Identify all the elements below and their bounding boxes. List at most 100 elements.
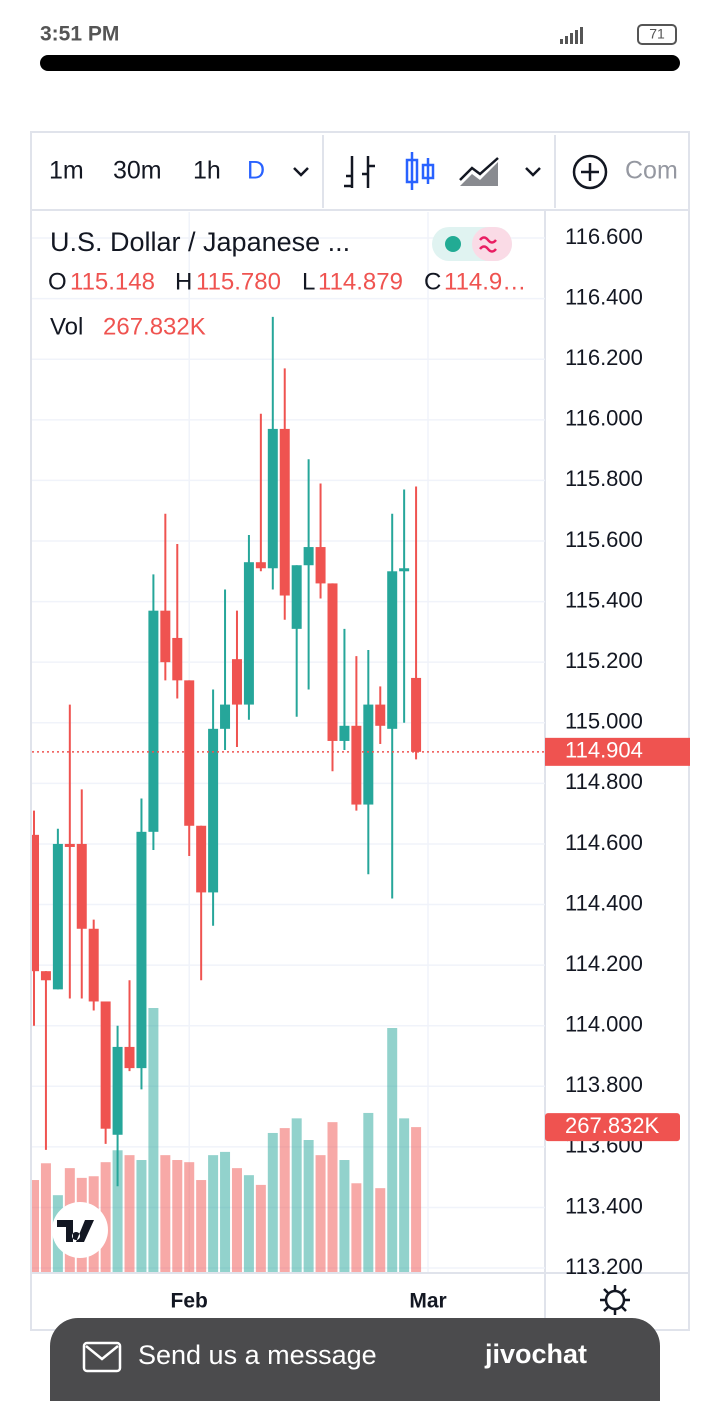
candle-body <box>327 583 338 741</box>
ohlc-legend: O 115.148 H 115.780 L 114.879 C 114.9… <box>48 268 526 295</box>
style-dropdown[interactable] <box>525 167 541 177</box>
candle-body <box>64 843 75 847</box>
candle-body <box>40 971 51 981</box>
volume-bar <box>124 1155 135 1272</box>
candle-body <box>148 610 159 832</box>
candle-body <box>196 825 207 893</box>
ohlc-label: L <box>302 268 315 295</box>
volume-bar <box>291 1118 302 1272</box>
y-tick-label: 114.600 <box>565 830 643 855</box>
toolbar: 1m 30m 1h D Com <box>49 135 678 208</box>
volume-tag <box>545 1113 680 1142</box>
candle-body <box>160 610 171 663</box>
candle-body <box>231 659 242 705</box>
volume-bar <box>220 1151 231 1272</box>
volume-bar <box>315 1155 326 1272</box>
candle-body <box>112 1046 123 1135</box>
volume-bar <box>267 1132 278 1272</box>
candle-body <box>172 637 183 681</box>
candle-body <box>303 547 314 566</box>
volume-bar <box>32 1180 39 1272</box>
volume-bar <box>208 1155 219 1272</box>
chat-message[interactable]: Send us a message <box>138 1340 377 1370</box>
candle-body <box>136 831 147 1069</box>
y-tick-label: 115.600 <box>565 527 643 552</box>
y-tick-label: 116.400 <box>565 284 643 309</box>
candles-style-button[interactable] <box>405 152 435 190</box>
battery-level: 71 <box>649 26 665 42</box>
candle-body <box>375 704 386 726</box>
volume-bar <box>112 1150 123 1272</box>
volume-value: 267.832K <box>103 313 206 340</box>
volume-bar <box>327 1122 338 1272</box>
candle-body <box>88 928 99 1002</box>
ohlc-value: 114.9… <box>444 268 526 295</box>
interval-dropdown[interactable] <box>293 167 309 177</box>
x-tick-label: Mar <box>409 1290 446 1313</box>
candle-body <box>100 1001 111 1129</box>
interval-button[interactable]: 1m <box>49 157 84 185</box>
x-tick-label: Feb <box>171 1290 208 1313</box>
y-tick-label: 116.200 <box>565 345 643 370</box>
candle-body <box>363 704 374 805</box>
ohlc-label: O <box>48 268 67 295</box>
y-tick-label: 116.600 <box>565 224 643 249</box>
y-tick-label: 115.800 <box>565 466 643 491</box>
volume-bar <box>375 1188 386 1272</box>
volume-bar <box>411 1127 422 1272</box>
candle-body <box>387 571 398 729</box>
y-tick-label: 114.000 <box>565 1012 643 1037</box>
last-price-label: 114.904 <box>565 738 643 763</box>
candle-body <box>315 547 326 584</box>
candle-body <box>339 725 350 741</box>
interval-button[interactable]: 30m <box>113 157 162 185</box>
y-tick-label: 116.000 <box>565 406 643 431</box>
volume-bar <box>279 1128 290 1272</box>
candle-body <box>76 843 87 929</box>
bars-style-button[interactable] <box>344 156 375 188</box>
y-tick-label: 115.400 <box>565 587 643 612</box>
volume-bar <box>255 1184 266 1272</box>
volume-bar <box>363 1112 374 1272</box>
volume-bar <box>40 1163 51 1272</box>
volume-bar <box>196 1180 207 1272</box>
candle-body <box>351 725 362 805</box>
interval-button[interactable]: 1h <box>193 157 221 185</box>
area-style-button[interactable] <box>459 157 499 186</box>
volume-bar <box>136 1160 147 1272</box>
volume-bar <box>303 1140 314 1272</box>
status-chips <box>432 227 512 261</box>
candle-body <box>184 680 195 826</box>
y-tick-label: 113.200 <box>565 1254 643 1279</box>
volume-bar <box>351 1183 362 1272</box>
compare-button[interactable]: Com <box>572 154 678 190</box>
volume-bar <box>339 1160 350 1272</box>
price-axis: 113.200113.400113.600113.800114.000114.2… <box>545 224 690 1279</box>
tradingview-logo <box>52 1202 108 1258</box>
envelope-icon <box>82 1341 122 1373</box>
chat-widget[interactable] <box>50 1318 660 1401</box>
volume-bar <box>231 1168 242 1272</box>
candle-body <box>399 568 410 572</box>
compare-label[interactable]: Com <box>625 157 678 185</box>
interval-button-active[interactable]: D <box>247 157 265 185</box>
settings-button[interactable] <box>600 1285 630 1315</box>
volume-bar <box>243 1175 254 1272</box>
volume-title: Vol <box>50 313 83 340</box>
status-time: 3:51 PM <box>40 23 119 46</box>
candle-body <box>52 843 63 990</box>
volume-bar <box>100 1162 111 1272</box>
candle-body <box>291 565 302 629</box>
candle-body <box>255 562 266 569</box>
candle-body <box>243 562 254 705</box>
volume-bar <box>184 1162 195 1272</box>
volume-tag-label: 267.832K <box>565 1113 660 1138</box>
ohlc-value: 115.780 <box>196 268 281 295</box>
y-tick-label: 114.800 <box>565 769 643 794</box>
candle-body <box>124 1046 135 1069</box>
ohlc-value: 115.148 <box>70 268 155 295</box>
candle-body <box>208 728 219 893</box>
top-bar <box>40 55 680 71</box>
